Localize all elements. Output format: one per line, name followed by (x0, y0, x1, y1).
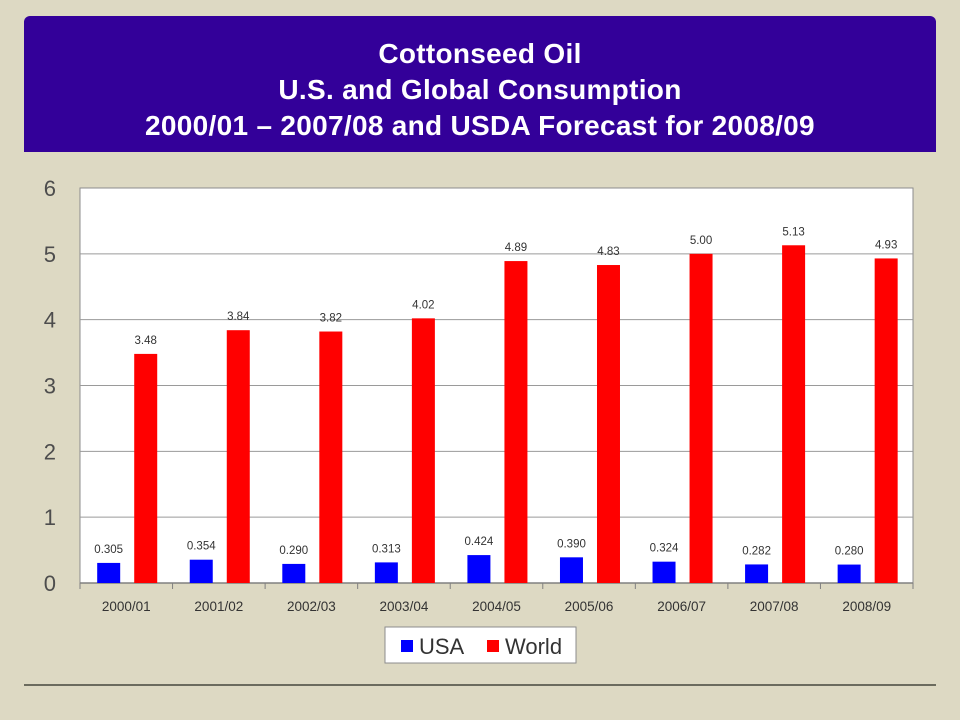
bar-usa (282, 563, 306, 583)
data-label-world: 4.02 (412, 299, 434, 311)
legend-swatch-usa (401, 640, 413, 652)
title-line-2: U.S. and Global Consumption (278, 74, 682, 105)
bar-usa (745, 564, 769, 583)
data-label-usa: 0.305 (94, 544, 123, 556)
x-tick-label: 2001/02 (194, 599, 243, 614)
data-label-world: 3.48 (135, 335, 157, 347)
bar-world (874, 258, 898, 583)
data-label-usa: 0.390 (557, 538, 586, 550)
title-banner: Cottonseed Oil U.S. and Global Consumpti… (24, 16, 936, 152)
legend-label-world: World (505, 634, 562, 659)
bar-world (319, 331, 343, 583)
data-label-world: 4.89 (505, 242, 527, 254)
y-tick-label: 1 (44, 505, 56, 530)
legend-swatch-world (487, 640, 499, 652)
bar-world (782, 245, 806, 583)
y-tick-label: 4 (44, 308, 56, 333)
y-tick-label: 3 (44, 374, 56, 399)
x-tick-label: 2003/04 (380, 599, 429, 614)
data-label-world: 5.00 (690, 235, 712, 247)
x-tick-label: 2006/07 (657, 599, 706, 614)
bar-usa (837, 564, 861, 583)
bar-world (689, 253, 713, 584)
x-tick-label: 2008/09 (842, 599, 891, 614)
data-label-world: 5.13 (782, 226, 804, 238)
title-line-3: 2000/01 – 2007/08 and USDA Forecast for … (145, 110, 815, 141)
legend-label-usa: USA (419, 634, 465, 659)
data-label-usa: 0.313 (372, 543, 401, 555)
data-label-usa: 0.280 (835, 546, 864, 558)
data-label-world: 4.83 (597, 246, 619, 258)
bar-world (504, 261, 528, 583)
y-tick-label: 0 (44, 571, 56, 596)
y-tick-label: 6 (44, 176, 56, 201)
bar-world (226, 330, 250, 583)
data-label-usa: 0.282 (742, 545, 771, 557)
data-label-usa: 0.354 (187, 541, 216, 553)
data-label-world: 4.93 (875, 239, 897, 251)
x-tick-label: 2005/06 (565, 599, 614, 614)
bar-usa (374, 562, 398, 583)
x-tick-label: 2002/03 (287, 599, 336, 614)
bar-world (134, 353, 158, 583)
data-label-usa: 0.324 (650, 543, 679, 555)
data-label-usa: 0.290 (279, 545, 308, 557)
y-tick-label: 5 (44, 242, 56, 267)
bar-usa (467, 555, 491, 583)
data-label-world: 3.82 (320, 313, 342, 325)
data-label-world: 3.84 (227, 311, 250, 323)
bar-usa (652, 561, 676, 583)
x-tick-label: 2000/01 (102, 599, 151, 614)
bar-world (596, 265, 620, 583)
data-label-usa: 0.424 (465, 536, 494, 548)
bar-usa (559, 557, 583, 583)
footer-divider (24, 684, 936, 686)
title-line-1: Cottonseed Oil (378, 38, 582, 69)
x-tick-label: 2007/08 (750, 599, 799, 614)
x-tick-label: 2004/05 (472, 599, 521, 614)
legend-box (384, 626, 577, 664)
y-tick-label: 2 (44, 439, 56, 464)
bar-usa (97, 562, 121, 583)
bar-usa (189, 559, 213, 583)
bar-world (411, 318, 435, 583)
